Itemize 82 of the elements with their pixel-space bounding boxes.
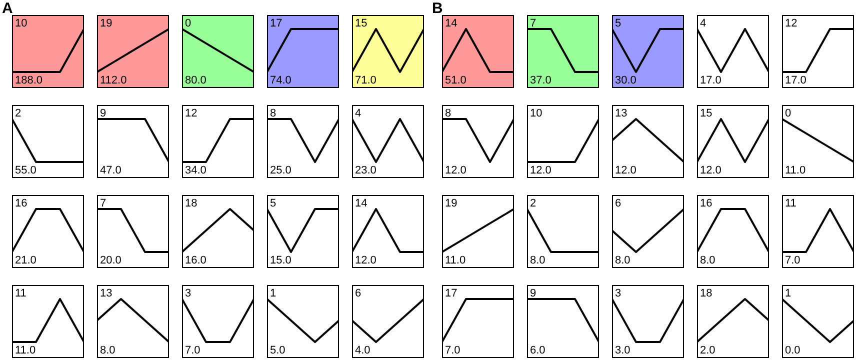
text: 3.0 (615, 344, 630, 357)
annotation: 8 (270, 108, 276, 120)
annotation: 9 (530, 288, 536, 300)
text: 47.0 (100, 164, 122, 177)
text: 17.0 (785, 74, 806, 87)
text: 7.0 (445, 344, 460, 357)
text: 8.0 (530, 254, 546, 267)
annotation: 8 (445, 108, 452, 120)
text: 34.0 (185, 164, 206, 177)
annotation: 14 (445, 18, 458, 30)
text: 80.0 (185, 74, 206, 87)
text: 11.0 (785, 164, 806, 177)
text: 7.0 (785, 254, 800, 267)
annotation: 18 (700, 288, 712, 300)
annotation: 1 (270, 288, 276, 300)
text: 17.0 (700, 74, 722, 87)
text: 12.0 (700, 164, 722, 177)
annotation: 2 (530, 198, 536, 210)
chart-title: A (2, 0, 13, 17)
annotation: 11 (785, 198, 796, 210)
annotation: 6 (615, 198, 622, 210)
annotation: 0 (785, 108, 792, 120)
text: 8.0 (615, 254, 630, 267)
annotation: 5 (270, 198, 276, 210)
text: 12.0 (530, 164, 552, 177)
text: 11.0 (15, 344, 36, 357)
annotation: 17 (270, 18, 282, 30)
text: 4.0 (355, 344, 370, 357)
annotation: 13 (100, 288, 112, 300)
text: 16.0 (185, 254, 206, 267)
annotation: 10 (15, 18, 28, 30)
annotation: 15 (355, 18, 368, 30)
annotation: 12 (185, 108, 198, 120)
annotation: 1 (785, 288, 792, 300)
text: 51.0 (445, 74, 466, 87)
annotation: 14 (355, 198, 368, 210)
text: 74.0 (270, 74, 292, 87)
text: 37.0 (530, 74, 552, 87)
text: 30.0 (615, 74, 636, 87)
text: 12.0 (355, 254, 376, 267)
annotation: 7 (100, 198, 106, 210)
text: 15.0 (270, 254, 292, 267)
text: 55.0 (15, 164, 36, 177)
annotation: 19 (100, 18, 112, 30)
annotation: 3 (615, 288, 622, 300)
annotation: 17 (445, 288, 458, 300)
text: 5.0 (270, 344, 286, 357)
text: 11.0 (445, 254, 466, 267)
text: 23.0 (355, 164, 376, 177)
text: 25.0 (270, 164, 292, 177)
text: 20.0 (100, 254, 122, 267)
annotation: 19 (445, 198, 458, 210)
text: 12.0 (615, 164, 636, 177)
annotation: 0 (185, 18, 192, 30)
annotation: 18 (185, 198, 198, 210)
annotation: 2 (15, 108, 22, 120)
text: 7.0 (185, 344, 200, 357)
annotation: 4 (355, 108, 362, 120)
annotation: 9 (100, 108, 106, 120)
annotation: 12 (785, 18, 798, 30)
annotation: 7 (530, 18, 536, 30)
annotation: 4 (700, 18, 706, 30)
annotation: 10 (530, 108, 542, 120)
chart-title: B (432, 0, 443, 17)
text: 12.0 (445, 164, 466, 177)
text: 0.0 (785, 344, 800, 357)
annotation: 6 (355, 288, 362, 300)
annotation: 13 (615, 108, 628, 120)
text: 112.0 (100, 74, 127, 87)
text: 2.0 (700, 344, 716, 357)
annotation: 15 (700, 108, 712, 120)
text: 21.0 (15, 254, 36, 267)
text: 188.0 (15, 74, 43, 87)
text: 6.0 (530, 344, 546, 357)
annotation: 16 (700, 198, 712, 210)
annotation: 11 (15, 288, 26, 300)
annotation: 5 (615, 18, 622, 30)
text: 8.0 (700, 254, 716, 267)
text: 71.0 (355, 74, 376, 87)
annotation: 16 (15, 198, 28, 210)
annotation: 3 (185, 288, 192, 300)
text: 8.0 (100, 344, 116, 357)
